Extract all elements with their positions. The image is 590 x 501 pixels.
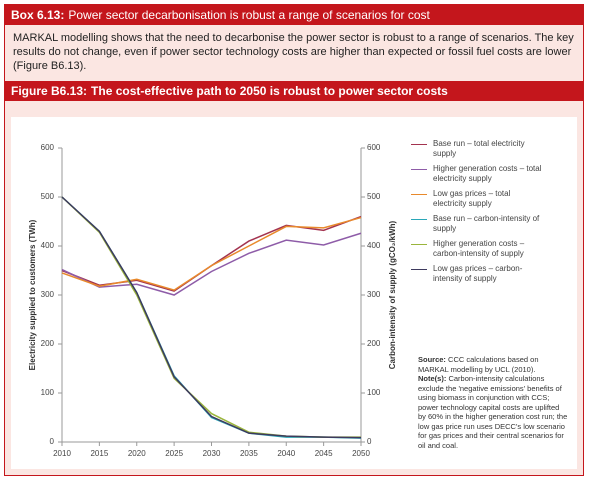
note-label: Note(s): (418, 374, 447, 383)
series-line (61, 216, 362, 291)
legend-item: Higher generation costs – total electric… (411, 164, 571, 184)
y2-axis-label: Carbon-intensity of supply (gCO₂/kWh) (388, 220, 397, 369)
box: Box 6.13: Power sector decarbonisation is… (4, 4, 584, 476)
x-tick-label: 2050 (352, 449, 370, 458)
y2-tick-label: 0 (367, 437, 372, 446)
y-axis-label: Electricity supplied to customers (TWh) (28, 219, 37, 370)
x-tick-label: 2040 (277, 449, 295, 458)
note: Carbon-intensity calculations exclude th… (418, 374, 568, 450)
y2-tick-label: 400 (367, 241, 381, 250)
x-tick-label: 2015 (90, 449, 108, 458)
legend-swatch (411, 244, 427, 245)
legend-swatch (411, 219, 427, 220)
chart-panel: 0 100 200 300 400 500 600 0 100 200 300 400 500 600 20… (11, 117, 577, 469)
series-line (61, 232, 362, 296)
legend-swatch (411, 194, 427, 195)
figure-title: The cost-effective path to 2050 is robus… (91, 84, 448, 98)
x-tick-label: 2020 (128, 449, 146, 458)
box-text: MARKAL modelling shows that the need to … (13, 32, 574, 72)
y2-tick-label: 200 (367, 339, 381, 348)
y-tick-label: 500 (41, 192, 55, 201)
y-tick-label: 300 (41, 290, 55, 299)
legend: Base run – total electricity supply Highe… (411, 139, 571, 289)
y2-tick-label: 600 (367, 143, 381, 152)
y-tick-label: 100 (41, 388, 55, 397)
y2-tick-label: 100 (367, 388, 381, 397)
legend-label: Low gas prices – carbon-intensity of sup… (433, 264, 523, 283)
series-line (61, 196, 361, 438)
series-line (61, 196, 362, 439)
box-header: Box 6.13: Power sector decarbonisation is… (5, 5, 583, 25)
y-tick-label: 200 (41, 339, 55, 348)
x-tick-label: 2010 (53, 449, 71, 458)
figure-label: Figure B6.13: (11, 84, 88, 98)
box-label: Box 6.13: (11, 8, 65, 22)
legend-item: Base run – carbon-intensity of supply (411, 214, 571, 234)
legend-label: Base run – total electricity supply (433, 139, 525, 158)
box-title: Power sector decarbonisation is robust a… (68, 8, 430, 22)
legend-label: Low gas prices – total electricity suppl… (433, 189, 511, 208)
legend-item: Low gas prices – total electricity suppl… (411, 189, 571, 209)
legend-item: Higher generation costs – carbon-intensi… (411, 239, 571, 259)
legend-item: Low gas prices – carbon-intensity of sup… (411, 264, 571, 284)
y-tick-label: 600 (41, 143, 55, 152)
legend-label: Higher generation costs – total electric… (433, 164, 542, 183)
chart: 0 100 200 300 400 500 600 0 100 200 300 400 500 600 20… (28, 143, 397, 458)
figure-header: Figure B6.13: The cost-effective path to … (5, 81, 583, 101)
y2-tick-label: 300 (367, 290, 381, 299)
source: CCC calculations based on MARKAL modelli… (418, 355, 539, 374)
legend-item: Base run – total electricity supply (411, 139, 571, 159)
x-tick-label: 2025 (165, 449, 183, 458)
legend-swatch (411, 144, 427, 145)
legend-label: Base run – carbon-intensity of supply (433, 214, 540, 233)
x-tick-label: 2035 (240, 449, 258, 458)
y2-tick-label: 500 (367, 192, 381, 201)
legend-label: Higher generation costs – carbon-intensi… (433, 239, 525, 258)
legend-swatch (411, 169, 427, 170)
legend-swatch (411, 269, 427, 270)
notes: Source: CCC calculations based on MARKAL… (418, 355, 568, 450)
y-tick-label: 400 (41, 241, 55, 250)
source-label: Source: (418, 355, 446, 364)
series-line (61, 196, 362, 439)
x-tick-label: 2045 (315, 449, 333, 458)
y-tick-label: 0 (50, 437, 55, 446)
x-tick-label: 2030 (203, 449, 221, 458)
